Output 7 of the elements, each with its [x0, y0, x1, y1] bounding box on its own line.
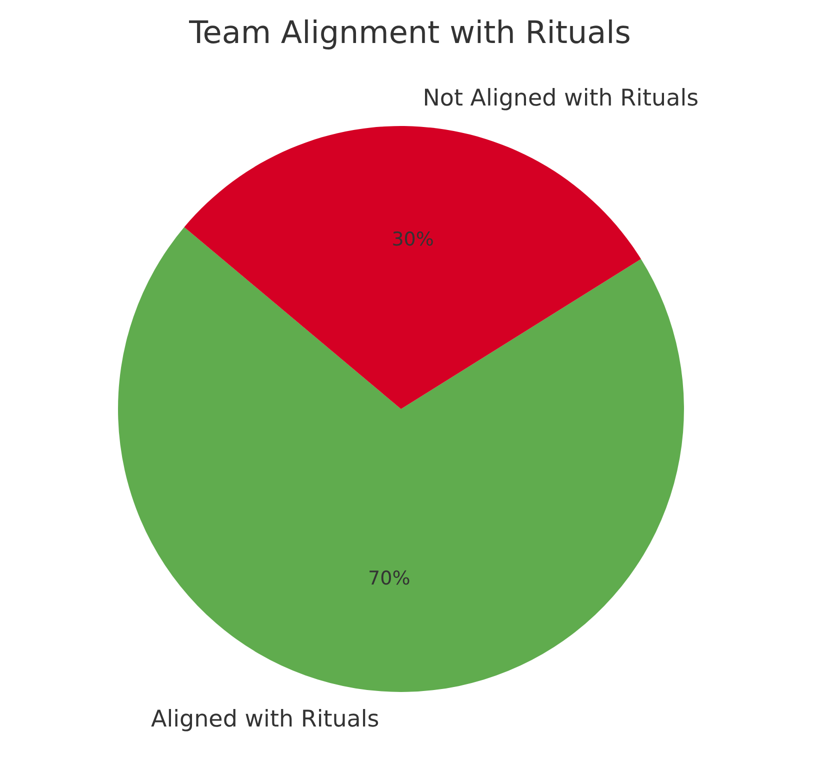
- data-label: 30%: [392, 228, 434, 251]
- slice-label: Aligned with Rituals: [150, 706, 380, 733]
- slice-label: Not Aligned with Rituals: [422, 85, 699, 112]
- chart-title: Team Alignment with Rituals: [188, 15, 631, 51]
- data-label: 70%: [368, 567, 410, 590]
- pie-slice: [118, 227, 684, 692]
- pie-slice: [184, 126, 641, 409]
